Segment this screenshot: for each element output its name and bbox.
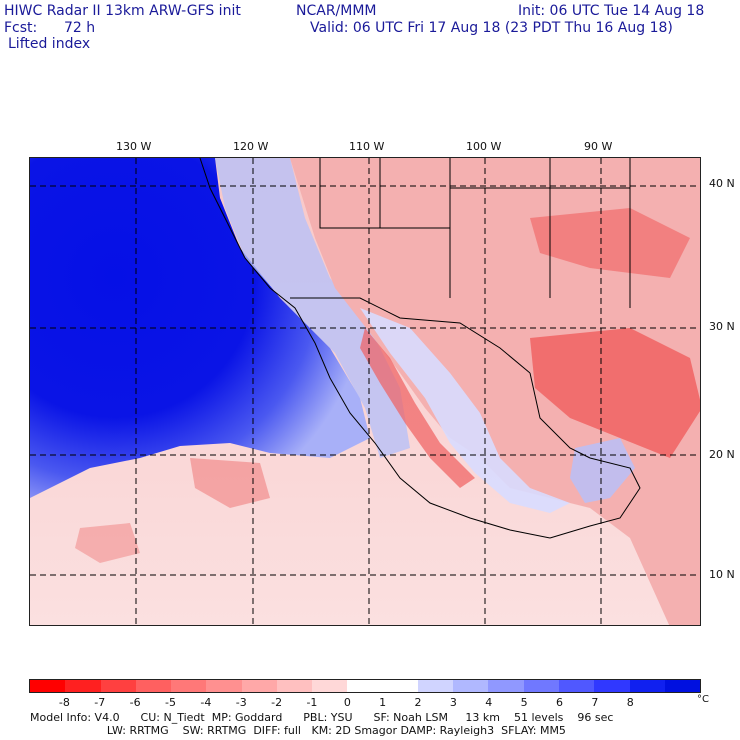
lon-label-110w: 110 W xyxy=(349,140,385,153)
colorbar-swatch xyxy=(382,680,418,692)
colorbar-swatch xyxy=(171,680,207,692)
mexico-plateau-region xyxy=(360,308,570,513)
lon-label-90w: 90 W xyxy=(584,140,613,153)
north-america-land xyxy=(290,158,700,625)
colorbar-swatch xyxy=(135,680,172,692)
lat-label-30n: 30 N xyxy=(709,320,735,333)
colorbar-swatch xyxy=(664,680,701,692)
colorbar-tick-label: -3 xyxy=(235,696,247,709)
political-boundaries xyxy=(199,158,641,539)
colorbar-tick-label: -5 xyxy=(164,696,176,709)
field-name: Lifted index xyxy=(8,36,91,52)
unstable-core-sierra-madre xyxy=(360,328,475,488)
colorbar-swatch xyxy=(594,680,630,692)
lon-label-120w: 120 W xyxy=(233,140,269,153)
colorbar-swatch xyxy=(65,680,101,692)
colorbar-swatch xyxy=(347,680,383,692)
colorbar-tick-label: 1 xyxy=(379,696,387,709)
graticule xyxy=(30,158,700,625)
colorbar-tick-label: -8 xyxy=(58,696,70,709)
colorbar-swatch xyxy=(417,680,454,692)
init-time: Init: 06 UTC Tue 14 Aug 18 xyxy=(518,3,705,19)
colorbar-swatch xyxy=(100,680,136,692)
colorbar-tick-label: -4 xyxy=(200,696,212,709)
lat-label-10n: 10 N xyxy=(709,568,735,581)
gulf-region xyxy=(570,438,635,503)
colorbar-swatch xyxy=(312,680,348,692)
forecast-hour: 72 h xyxy=(64,20,96,36)
lifted-index-map xyxy=(29,157,701,626)
tropical-disturbance-2 xyxy=(75,523,140,563)
colorbar-swatch xyxy=(629,680,665,692)
colorbar-swatch xyxy=(206,680,242,692)
colorbar-swatch xyxy=(453,680,489,692)
colorbar-tick-label: 8 xyxy=(626,696,634,709)
org-label: NCAR/MMM xyxy=(296,3,377,19)
colorbar-tick-label: 6 xyxy=(556,696,564,709)
colorbar-swatch xyxy=(523,680,559,692)
colorbar-tick-label: 2 xyxy=(414,696,422,709)
colorbar-tick-label: -7 xyxy=(94,696,106,709)
map-canvas xyxy=(30,158,700,625)
model-info-line-1: Model Info: V4.0 CU: N_Tiedt MP: Goddard… xyxy=(30,711,614,724)
model-info-line-2: LW: RRTMG SW: RRTMG DIFF: full KM: 2D Sm… xyxy=(30,724,566,737)
tropical-disturbance-1 xyxy=(190,458,270,508)
colorbar-tick-label: 4 xyxy=(485,696,493,709)
colorbar-tick-label: 0 xyxy=(343,696,351,709)
colorbar-unit: °C xyxy=(697,694,709,705)
colorbar-swatch xyxy=(241,680,277,692)
colorbar-swatch xyxy=(30,680,66,692)
colorbar-tick-label: 3 xyxy=(449,696,457,709)
lon-label-130w: 130 W xyxy=(116,140,152,153)
coastal-stable-band xyxy=(215,158,410,458)
lifted-index-colorbar xyxy=(29,679,701,693)
colorbar-tick-label: 5 xyxy=(520,696,528,709)
colorbar-swatch xyxy=(276,680,313,692)
unstable-core-central-us xyxy=(530,208,690,278)
colorbar-tick-label: -2 xyxy=(271,696,283,709)
valid-time: Valid: 06 UTC Fri 17 Aug 18 (23 PDT Thu … xyxy=(310,20,673,36)
colorbar-tick-label: -1 xyxy=(306,696,318,709)
colorbar-tick-label: 7 xyxy=(591,696,599,709)
colorbar-swatch xyxy=(558,680,595,692)
colorbar-tick-label: -6 xyxy=(129,696,141,709)
colorbar-swatch xyxy=(488,680,524,692)
unstable-core-gulf xyxy=(530,328,700,458)
lat-label-40n: 40 N xyxy=(709,177,735,190)
forecast-label: Fcst: xyxy=(4,20,38,36)
model-title: HIWC Radar II 13km ARW-GFS init xyxy=(4,3,241,19)
lat-label-20n: 20 N xyxy=(709,448,735,461)
lon-label-100w: 100 W xyxy=(466,140,502,153)
